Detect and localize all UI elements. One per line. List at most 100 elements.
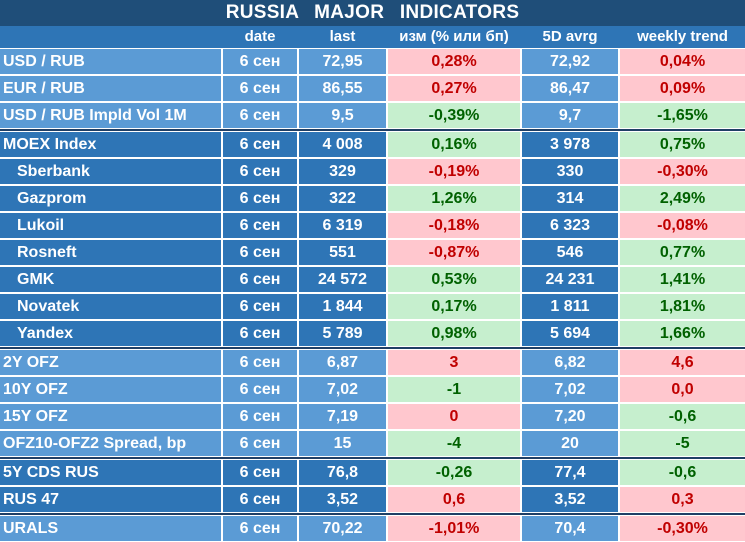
indicator-last: 551 (299, 240, 386, 265)
indicator-change: 0,28% (388, 49, 520, 74)
indicator-name: EUR / RUB (0, 76, 221, 101)
indicator-last: 86,55 (299, 76, 386, 101)
indicator-name: Novatek (0, 294, 221, 319)
indicator-name: USD / RUB (0, 49, 221, 74)
indicator-5d-average: 77,4 (522, 460, 618, 485)
indicator-last: 9,5 (299, 103, 386, 128)
table-title: RUSSIA MAJOR INDICATORS (0, 0, 745, 26)
group-separator (0, 457, 745, 459)
table-row: USD / RUB Impld Vol 1M 6 сен 9,5 -0,39% 9,7-… (0, 102, 745, 129)
indicator-weekly-trend: 1,41% (620, 267, 745, 292)
indicator-date: 6 сен (223, 487, 297, 512)
indicator-weekly-trend: -1,65% (620, 103, 745, 128)
indicator-change: 0,98% (388, 321, 520, 346)
table-row: GMK 6 сен 24 572 0,53% 24 231 1,41% (0, 266, 745, 293)
indicator-date: 6 сен (223, 186, 297, 211)
indicator-name: USD / RUB Impld Vol 1M (0, 103, 221, 128)
indicator-5d-average: 6,82 (522, 350, 618, 375)
indicator-weekly-trend: -5 (620, 431, 745, 456)
indicator-change: -0,39% (388, 103, 520, 128)
indicator-change: 0,6 (388, 487, 520, 512)
indicator-change: -0,87% (388, 240, 520, 265)
indicator-change: 0,16% (388, 132, 520, 157)
indicator-date: 6 сен (223, 516, 297, 541)
indicator-name: Sberbank (0, 159, 221, 184)
indicator-date: 6 сен (223, 76, 297, 101)
indicator-date: 6 сен (223, 267, 297, 292)
table-row: 5Y CDS RUS 6 сен 76,8 -0,26 77,4 -0,6 (0, 459, 745, 486)
table-row: 10Y OFZ 6 сен 7,02 -1 7,02 0,0 (0, 376, 745, 403)
table-row: URALS 6 сен 70,22 -1,01% 70,4 -0,30% (0, 515, 745, 542)
indicator-date: 6 сен (223, 103, 297, 128)
indicator-last: 6,87 (299, 350, 386, 375)
indicator-name: Rosneft (0, 240, 221, 265)
group-separator (0, 513, 745, 515)
indicator-last: 24 572 (299, 267, 386, 292)
indicator-5d-average: 24 231 (522, 267, 618, 292)
table-row: Sberbank 6 сен 329 -0,19% 330 -0,30% (0, 158, 745, 185)
indicator-last: 1 844 (299, 294, 386, 319)
table-row: Yandex 6 сен 5 789 0,98% 5 694 1,66% (0, 320, 745, 347)
indicator-5d-average: 5 694 (522, 321, 618, 346)
indicator-5d-average: 72,92 (522, 49, 618, 74)
indicator-5d-average: 70,4 (522, 516, 618, 541)
indicator-5d-average: 546 (522, 240, 618, 265)
indicator-5d-average: 3,52 (522, 487, 618, 512)
indicator-last: 329 (299, 159, 386, 184)
header-change: изм (% или бп) (399, 28, 509, 45)
indicator-name: Lukoil (0, 213, 221, 238)
indicator-change: -1 (388, 377, 520, 402)
indicator-weekly-trend: -0,6 (620, 460, 745, 485)
indicator-change: -0,18% (388, 213, 520, 238)
indicator-5d-average: 7,02 (522, 377, 618, 402)
indicator-name: 15Y OFZ (0, 404, 221, 429)
indicator-date: 6 сен (223, 377, 297, 402)
indicator-date: 6 сен (223, 350, 297, 375)
indicator-date: 6 сен (223, 321, 297, 346)
indicator-change: -1,01% (388, 516, 520, 541)
indicator-weekly-trend: 4,6 (620, 350, 745, 375)
indicator-change: 0 (388, 404, 520, 429)
indicator-last: 4 008 (299, 132, 386, 157)
indicator-last: 6 319 (299, 213, 386, 238)
indicator-weekly-trend: -0,30% (620, 159, 745, 184)
indicator-date: 6 сен (223, 240, 297, 265)
header-date: date (244, 28, 276, 45)
indicator-name: 10Y OFZ (0, 377, 221, 402)
indicator-name: URALS (0, 516, 221, 541)
indicator-name: Gazprom (0, 186, 221, 211)
indicator-change: -0,26 (388, 460, 520, 485)
indicator-date: 6 сен (223, 460, 297, 485)
indicator-5d-average: 6 323 (522, 213, 618, 238)
indicator-date: 6 сен (223, 431, 297, 456)
table-header: date last изм (% или бп) 5D avrg weekly … (0, 26, 745, 48)
indicator-change: 0,17% (388, 294, 520, 319)
indicator-date: 6 сен (223, 213, 297, 238)
indicator-last: 3,52 (299, 487, 386, 512)
indicator-last: 5 789 (299, 321, 386, 346)
indicator-weekly-trend: 0,77% (620, 240, 745, 265)
indicator-5d-average: 9,7 (522, 103, 618, 128)
indicator-weekly-trend: 1,66% (620, 321, 745, 346)
table-row: RUS 47 6 сен 3,52 0,6 3,52 0,3 (0, 486, 745, 513)
indicator-name: RUS 47 (0, 487, 221, 512)
indicator-5d-average: 314 (522, 186, 618, 211)
table-row: 2Y OFZ 6 сен 6,87 3 6,82 4,6 (0, 349, 745, 376)
indicator-5d-average: 20 (522, 431, 618, 456)
group-separator (0, 129, 745, 131)
table-row: Rosneft 6 сен 551 -0,87% 546 0,77% (0, 239, 745, 266)
table-row: USD / RUB 6 сен 72,95 0,28% 72,92 0,04% (0, 48, 745, 75)
indicator-change: 1,26% (388, 186, 520, 211)
indicator-change: 0,53% (388, 267, 520, 292)
indicator-change: -4 (388, 431, 520, 456)
indicator-5d-average: 7,20 (522, 404, 618, 429)
indicator-last: 72,95 (299, 49, 386, 74)
indicator-change: -0,19% (388, 159, 520, 184)
indicator-last: 7,02 (299, 377, 386, 402)
indicator-weekly-trend: 1,81% (620, 294, 745, 319)
indicator-last: 7,19 (299, 404, 386, 429)
indicator-weekly-trend: -0,30% (620, 516, 745, 541)
header-last: last (329, 28, 356, 45)
indicator-weekly-trend: 0,04% (620, 49, 745, 74)
indicator-name: MOEX Index (0, 132, 221, 157)
